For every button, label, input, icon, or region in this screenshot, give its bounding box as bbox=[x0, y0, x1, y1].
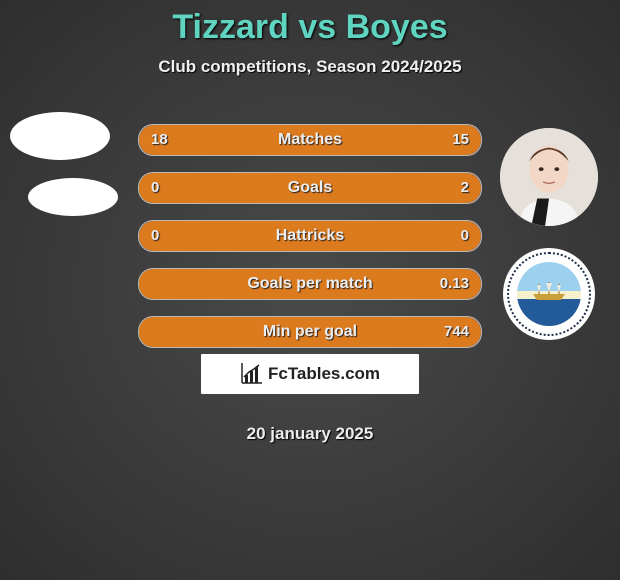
stat-label: Matches bbox=[139, 125, 481, 155]
player1-club-placeholder bbox=[28, 178, 118, 216]
stat-label: Goals per match bbox=[139, 269, 481, 299]
player2-name: Boyes bbox=[346, 8, 448, 46]
player2-club-badge bbox=[503, 248, 595, 340]
card-date: 20 january 2025 bbox=[0, 424, 620, 444]
card-title: Tizzard vs Boyes bbox=[0, 0, 620, 47]
ship-icon bbox=[531, 282, 567, 300]
stats-bars: 18Matches150Goals20Hattricks0Goals per m… bbox=[138, 124, 482, 364]
source-logo-box: FcTables.com bbox=[201, 354, 419, 394]
stat-right-value: 744 bbox=[444, 317, 469, 347]
comparison-card: Tizzard vs Boyes Club competitions, Seas… bbox=[0, 0, 620, 580]
player2-avatar bbox=[500, 128, 598, 226]
stat-right-value: 0 bbox=[461, 221, 469, 251]
stat-bar: 18Matches15 bbox=[138, 124, 482, 156]
stat-label: Goals bbox=[139, 173, 481, 203]
stat-label: Hattricks bbox=[139, 221, 481, 251]
face-icon bbox=[500, 128, 598, 226]
left-avatar-column bbox=[10, 112, 110, 234]
stat-bar: 0Goals2 bbox=[138, 172, 482, 204]
card-subtitle: Club competitions, Season 2024/2025 bbox=[0, 57, 620, 77]
player1-avatar-placeholder bbox=[10, 112, 110, 160]
stat-right-value: 0.13 bbox=[440, 269, 469, 299]
stat-bar: Min per goal744 bbox=[138, 316, 482, 348]
player1-name: Tizzard bbox=[172, 8, 289, 46]
source-logo-text: FcTables.com bbox=[268, 364, 380, 384]
stat-bar: 0Hattricks0 bbox=[138, 220, 482, 252]
stat-right-value: 15 bbox=[452, 125, 469, 155]
bar-chart-icon bbox=[240, 363, 262, 385]
right-avatar-column bbox=[500, 128, 620, 340]
stat-bar: Goals per match0.13 bbox=[138, 268, 482, 300]
vs-text: vs bbox=[298, 8, 336, 46]
stat-label: Min per goal bbox=[139, 317, 481, 347]
stat-right-value: 2 bbox=[461, 173, 469, 203]
